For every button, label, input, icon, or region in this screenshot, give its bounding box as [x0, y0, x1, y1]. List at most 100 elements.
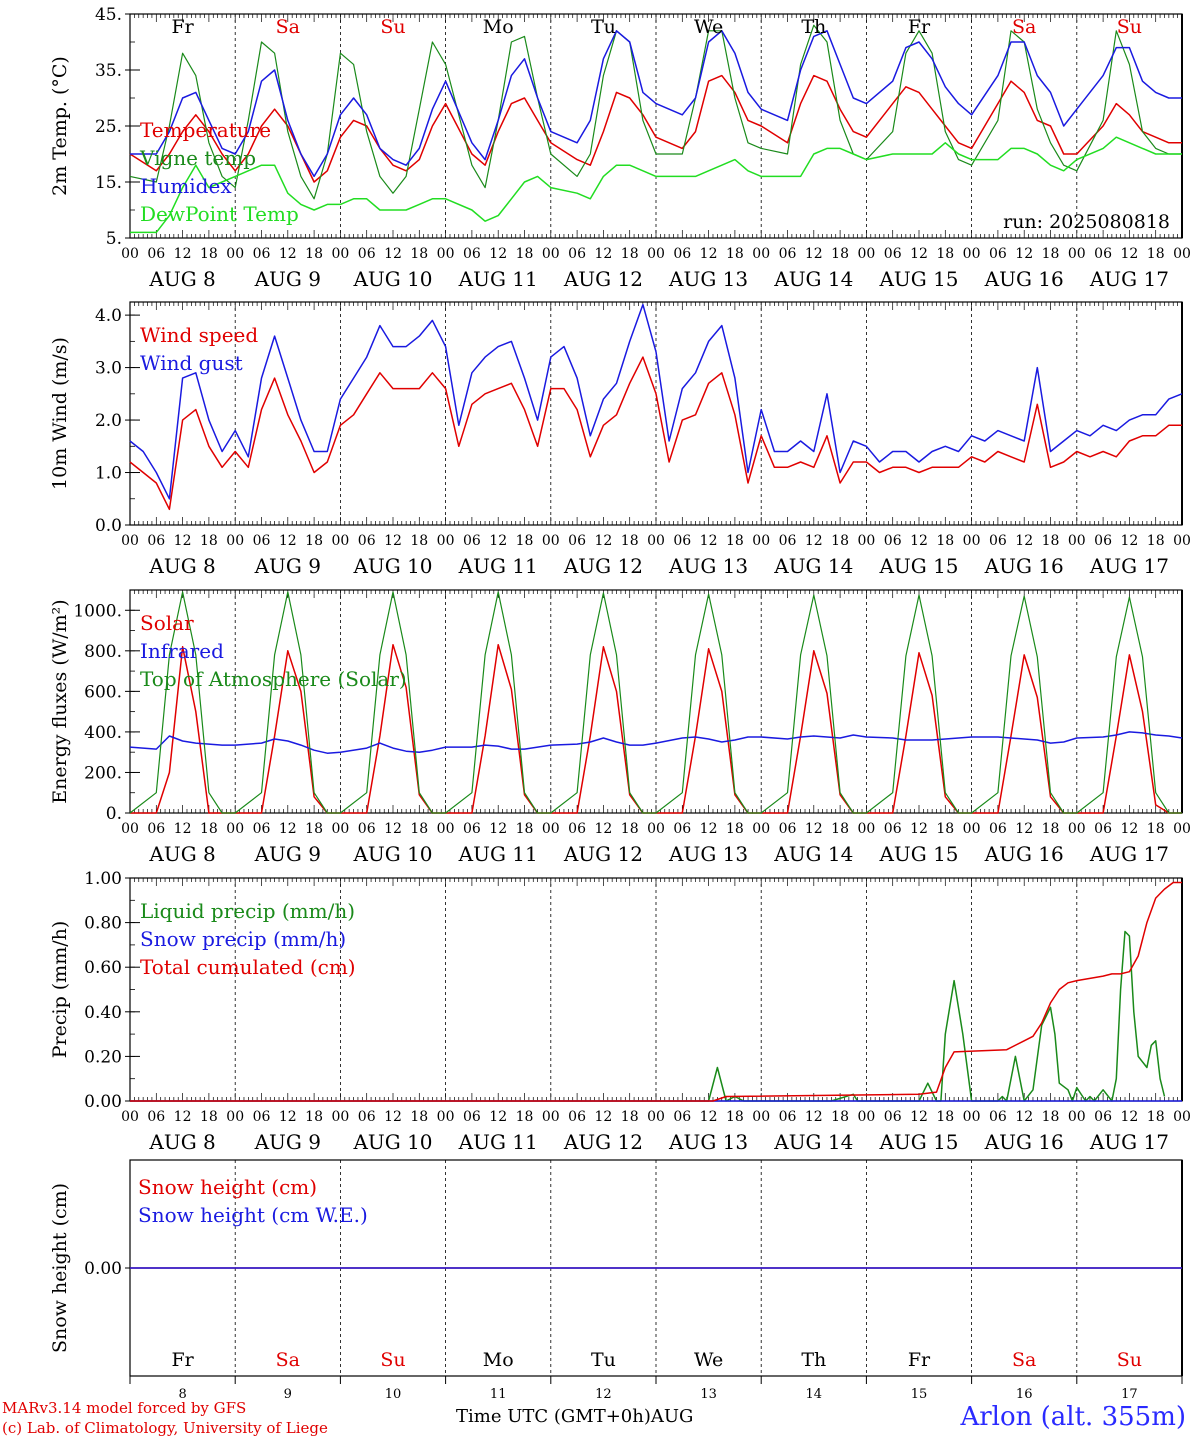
hour-label: 12 — [910, 1109, 928, 1125]
weekday-label: Fr — [908, 1349, 931, 1371]
legend-entry: Wind speed — [140, 323, 258, 347]
hour-label: 18 — [1042, 533, 1060, 549]
hour-label: 18 — [410, 821, 428, 837]
hour-label: 06 — [147, 821, 165, 837]
hour-label: 18 — [831, 821, 849, 837]
day-number: 9 — [284, 1387, 292, 1402]
weekday-label: Su — [1117, 1349, 1142, 1371]
hour-label: 06 — [147, 533, 165, 549]
day-number: 10 — [385, 1387, 402, 1402]
hour-label: 12 — [805, 246, 823, 262]
hour-label: 06 — [147, 246, 165, 262]
panel-frame — [129, 589, 1183, 814]
weekday-label: We — [694, 16, 723, 38]
station-name: Arlon (alt. 355m) — [960, 1402, 1186, 1432]
hour-label: 12 — [910, 821, 928, 837]
hour-label: 18 — [516, 821, 534, 837]
weekday-label: Fr — [171, 16, 194, 38]
y-tick-label: 600. — [84, 682, 122, 702]
hour-label: 00 — [752, 246, 770, 262]
hour-label: 00 — [857, 533, 875, 549]
y-axis-label: Snow height (cm) — [49, 1183, 71, 1353]
hour-label: 12 — [700, 821, 718, 837]
hour-label: 00 — [1068, 533, 1086, 549]
hour-label: 00 — [1068, 821, 1086, 837]
series-line-1 — [129, 356, 1182, 511]
hour-label: 18 — [410, 246, 428, 262]
hour-label: 00 — [1173, 821, 1191, 837]
weekday-label: Sa — [276, 16, 300, 38]
day-number: 12 — [595, 1387, 612, 1402]
hour-label: 12 — [700, 533, 718, 549]
date-label: AUG 9 — [254, 842, 321, 866]
y-tick-label: 35. — [95, 61, 122, 81]
hour-label: 00 — [857, 246, 875, 262]
hour-label: 18 — [726, 533, 744, 549]
date-label: AUG 9 — [254, 1130, 321, 1154]
hour-label: 06 — [358, 821, 376, 837]
hour-label: 12 — [489, 1109, 507, 1125]
weekday-label: Fr — [171, 1349, 194, 1371]
date-label: AUG 11 — [458, 1130, 538, 1154]
weekday-label: Mo — [483, 1349, 514, 1371]
date-label: AUG 16 — [984, 842, 1064, 866]
hour-label: 12 — [174, 821, 192, 837]
y-tick-label: 25. — [95, 117, 122, 137]
hour-label: 12 — [279, 533, 297, 549]
hour-label: 00 — [1173, 533, 1191, 549]
y-tick-label: 2.0 — [95, 411, 122, 431]
date-label: AUG 16 — [984, 267, 1064, 291]
hour-label: 12 — [1015, 1109, 1033, 1125]
series-line-2 — [129, 303, 1183, 500]
hour-label: 06 — [673, 821, 691, 837]
y-tick-label: 1.00 — [84, 869, 122, 889]
hour-label: 18 — [621, 1109, 639, 1125]
hour-label: 06 — [568, 533, 586, 549]
date-label: AUG 10 — [352, 1130, 432, 1154]
weekday-label: Fr — [908, 16, 931, 38]
date-label: AUG 9 — [254, 267, 321, 291]
hour-label: 12 — [805, 821, 823, 837]
hour-label: 00 — [752, 1109, 770, 1125]
hour-label: 06 — [253, 1109, 271, 1125]
panel-5: 0.00 Snow height (cm) Snow height (cm) Snow… — [49, 1159, 1183, 1402]
hour-label: 00 — [1173, 1109, 1191, 1125]
panel-3: 0. 200. 400. 600. 800. 1000.Energy fluxes (W/… — [49, 589, 1191, 866]
date-label: AUG 12 — [563, 842, 643, 866]
hour-label: 00 — [1173, 246, 1191, 262]
hour-label: 00 — [226, 533, 244, 549]
hour-label: 18 — [621, 821, 639, 837]
hour-label: 06 — [463, 1109, 481, 1125]
y-axis-label: Energy fluxes (W/m²) — [49, 599, 71, 803]
y-tick-label: 0.20 — [84, 1047, 122, 1067]
panel-2: 0.0 1.0 2.0 3.0 4.0 10m Wind (m/s) Wind speed W… — [49, 301, 1191, 578]
hour-label: 12 — [174, 533, 192, 549]
legend-entry: Temperature — [140, 118, 271, 142]
y-tick-label: 0.0 — [95, 516, 122, 536]
y-tick-label: 1.0 — [95, 464, 122, 484]
hour-label: 18 — [621, 246, 639, 262]
date-label: AUG 15 — [878, 267, 958, 291]
hour-label: 12 — [1120, 1109, 1138, 1125]
date-label: AUG 16 — [984, 1130, 1064, 1154]
hour-label: 00 — [331, 533, 349, 549]
hour-label: 18 — [516, 246, 534, 262]
hour-label: 00 — [331, 1109, 349, 1125]
legend-entry: Snow height (cm) — [138, 1175, 317, 1199]
hour-label: 18 — [200, 821, 218, 837]
y-tick-label: 0.80 — [84, 914, 122, 934]
date-label: AUG 17 — [1089, 267, 1169, 291]
hour-label: 06 — [884, 533, 902, 549]
hour-label: 06 — [358, 246, 376, 262]
hour-label: 18 — [516, 1109, 534, 1125]
hour-label: 06 — [253, 246, 271, 262]
hour-label: 12 — [279, 1109, 297, 1125]
hour-label: 00 — [1068, 1109, 1086, 1125]
hour-label: 12 — [1120, 533, 1138, 549]
day-number: 14 — [806, 1387, 823, 1402]
date-label: AUG 14 — [773, 1130, 853, 1154]
hour-label: 00 — [963, 821, 981, 837]
weekday-label: Th — [801, 1349, 826, 1371]
date-label: AUG 17 — [1089, 1130, 1169, 1154]
day-number: 15 — [911, 1387, 928, 1402]
